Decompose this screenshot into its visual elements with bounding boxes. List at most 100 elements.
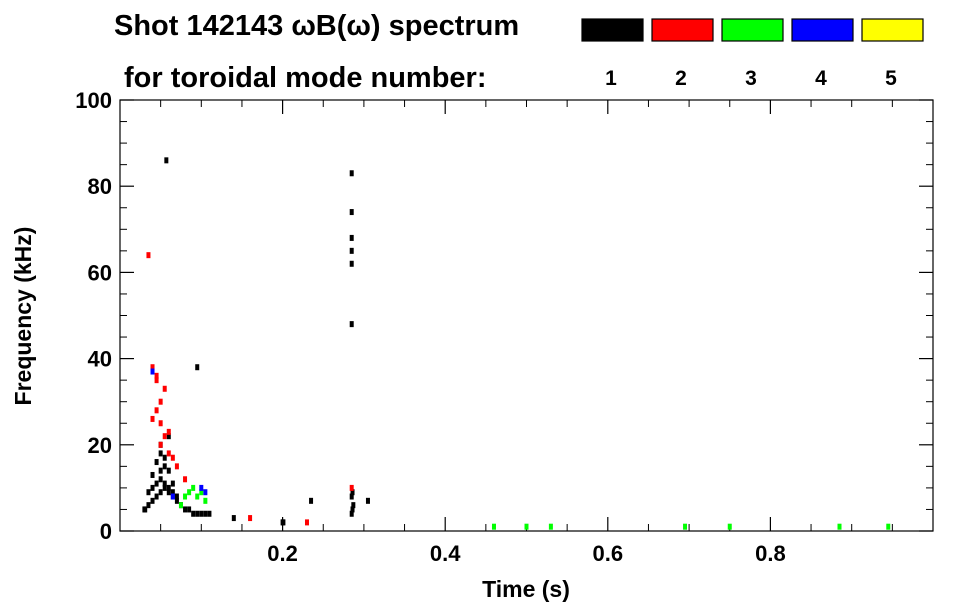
mode-3-point [683, 523, 688, 530]
mode-1-point [187, 506, 192, 513]
mode-2-point [349, 484, 354, 491]
mode-2-point [183, 476, 188, 483]
y-axis-ticks: 0 20 40 60 80 100 [75, 88, 933, 544]
mode-1-point [191, 510, 196, 517]
mode-1-point [154, 459, 159, 466]
mode-1-point [195, 364, 200, 371]
x-axis-ticks: 0.2 0.4 0.6 0.8 [160, 100, 893, 566]
x-axis-label: Time (s) [482, 576, 570, 602]
mode-3-point [187, 489, 192, 496]
mode-1-point [349, 493, 354, 500]
mode-1-point [309, 497, 314, 504]
mode-1-point [158, 450, 163, 457]
mode-4-point [170, 493, 175, 500]
mode-2-point [154, 372, 159, 379]
y-tick-label: 100 [75, 88, 112, 113]
legend-label-mode-2: 2 [675, 67, 687, 90]
legend-label-mode-4: 4 [815, 67, 827, 90]
mode-1-point [166, 433, 171, 440]
mode-1-point [170, 480, 175, 487]
mode-2-point [162, 385, 167, 392]
x-tick-label: 0.2 [267, 541, 298, 566]
mode-1-point [349, 260, 354, 267]
mode-1-point [146, 489, 151, 496]
mode-2-point [166, 450, 171, 457]
data-marks [142, 157, 891, 530]
mode-2-point [150, 364, 155, 371]
plot-frame [119, 99, 934, 532]
mode-1-point [207, 510, 212, 517]
chart-title: Shot 142143 ωB(ω) spectrum [114, 10, 519, 42]
mode-3-point [195, 493, 200, 500]
mode-1-point [183, 506, 188, 513]
mode-3-point [727, 523, 732, 530]
mode-3-point [524, 523, 529, 530]
mode-2-point [146, 252, 151, 259]
mode-3-point [837, 523, 842, 530]
mode-1-point [150, 497, 155, 504]
mode-1-point [150, 471, 155, 478]
legend-label-mode-1: 1 [605, 67, 617, 90]
mode-1-point [203, 510, 208, 517]
mode-1-point [146, 502, 151, 509]
mode-2-point [166, 428, 171, 435]
y-tick-label: 40 [88, 347, 112, 372]
mode-3-point [203, 497, 208, 504]
legend-swatch-mode-1 [581, 18, 644, 42]
x-tick-label: 0.8 [755, 541, 786, 566]
mode-1-point [281, 519, 286, 526]
legend-label-mode-3: 3 [745, 67, 757, 90]
mode-1-point [199, 510, 204, 517]
mode-4-point [199, 484, 204, 491]
mode-1-point [158, 489, 163, 496]
mode-1-point [349, 170, 354, 177]
mode-2-point [154, 407, 159, 414]
mode-1-point [154, 480, 159, 487]
legend-swatch-mode-5 [861, 18, 924, 42]
y-axis-label: Frequency (kHz) [10, 227, 36, 406]
mode-1-point [162, 484, 167, 491]
mode-3-point [886, 523, 891, 530]
mode-1-point [162, 454, 167, 461]
mode-1-point [162, 480, 167, 487]
mode-3-point [548, 523, 553, 530]
mode-1-point [174, 493, 179, 500]
mode-1-point [158, 467, 163, 474]
x-tick-label: 0.6 [593, 541, 624, 566]
mode-1-point [158, 476, 163, 483]
x-tick-label: 0.4 [430, 541, 461, 566]
mode-2-point [158, 441, 163, 448]
mode-3-point [491, 523, 496, 530]
mode-3-point [199, 489, 204, 496]
mode-2-point [150, 415, 155, 422]
mode-4-point [203, 489, 208, 496]
legend-swatch-mode-4 [791, 18, 854, 42]
legend-swatch-mode-3 [721, 18, 784, 42]
mode-1-point [351, 502, 356, 509]
mode-1-point [174, 497, 179, 504]
mode-2-point [162, 433, 167, 440]
mode-1-point [150, 484, 155, 491]
mode-2-point [304, 519, 309, 526]
chart-subtitle: for toroidal mode number: [124, 62, 487, 94]
mode-1-point [170, 489, 175, 496]
mode-2-point [158, 420, 163, 427]
mode-1-point [349, 247, 354, 254]
mode-2-point [174, 463, 179, 470]
mode-1-point [350, 506, 355, 513]
mode-1-point [231, 515, 236, 522]
mode-1-point [166, 489, 171, 496]
mode-3-point [191, 484, 196, 491]
mode-3-point [178, 502, 183, 509]
y-tick-label: 0 [100, 519, 112, 544]
mode-1-point [349, 321, 354, 328]
y-tick-label: 60 [88, 260, 112, 285]
mode-1-point [166, 484, 171, 491]
mode-1-point [154, 493, 159, 500]
legend-label-mode-5: 5 [885, 67, 897, 90]
mode-1-point [143, 506, 148, 513]
mode-3-point [183, 493, 188, 500]
mode-2-point [158, 398, 163, 405]
mode-1-point [350, 489, 355, 496]
